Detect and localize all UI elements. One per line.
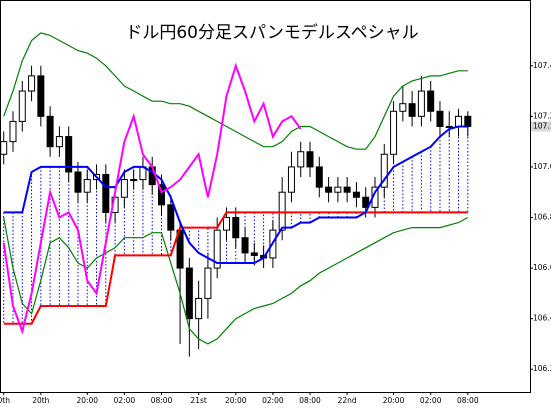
series-line	[3, 125, 468, 264]
candle-body	[130, 179, 138, 182]
candle-body	[213, 229, 221, 269]
candle-body	[65, 136, 73, 173]
candle-body	[204, 267, 212, 299]
candle-body	[46, 115, 54, 148]
y-tick-label: 106.20	[533, 364, 551, 373]
candle-body	[37, 75, 45, 117]
candle-body	[390, 110, 398, 155]
y-tick-label: 106.80	[533, 212, 551, 221]
candle-body	[334, 186, 342, 193]
candle-body	[28, 75, 36, 92]
candle-body	[158, 184, 166, 206]
price-label: 107.16	[533, 121, 551, 130]
series-line	[3, 216, 469, 345]
candle-body	[352, 191, 360, 198]
candle-body	[278, 191, 286, 231]
candle-body	[74, 171, 82, 193]
candle-body	[380, 153, 388, 188]
plot-frame	[0, 0, 531, 393]
y-tick-label: 106.40	[533, 314, 551, 323]
candle-body	[445, 125, 453, 128]
series-line	[2, 62, 302, 335]
series-line	[3, 32, 468, 150]
candle-body	[222, 216, 230, 231]
candle-body	[399, 103, 407, 112]
x-tick-label: 20th	[32, 396, 49, 405]
candle-body	[232, 216, 240, 239]
candle-body	[0, 141, 8, 155]
candle-body	[185, 267, 193, 320]
candle-body	[427, 90, 435, 112]
candle-body	[120, 179, 128, 198]
candle-body	[9, 120, 17, 143]
x-tick-label: 02:00	[420, 396, 442, 405]
candle-body	[417, 90, 425, 117]
chart-title: ドル円60分足スパンモデルスペシャル	[125, 22, 418, 43]
candle-body	[436, 110, 444, 127]
x-tick-label: 02:00	[262, 396, 284, 405]
candle-body	[250, 252, 258, 256]
y-tick-label: 107.00	[533, 162, 551, 171]
candle-body	[297, 151, 305, 168]
y-tick-label: 106.60	[533, 263, 551, 272]
x-tick-label: 22nd	[338, 396, 357, 405]
candle-body	[167, 204, 175, 231]
price-box	[531, 121, 551, 132]
x-tick-label: 08:00	[457, 396, 479, 405]
series-line	[3, 211, 468, 325]
x-tick-label: 08:00	[299, 396, 321, 405]
candle-body	[83, 179, 91, 193]
candle-body	[408, 103, 416, 117]
candle-body	[362, 196, 370, 208]
candle-body	[455, 115, 463, 127]
x-tick-label: 20:00	[383, 396, 405, 405]
candle-body	[343, 186, 351, 193]
candle-body	[18, 90, 26, 122]
y-tick-label: 107.20	[533, 111, 551, 120]
x-tick-label: 0th	[0, 396, 10, 405]
candle-body	[102, 174, 110, 213]
candle-body	[55, 136, 63, 148]
candle-body	[241, 237, 249, 254]
candle-body	[306, 151, 314, 168]
x-tick-label: 02:00	[114, 396, 136, 405]
x-tick-label: 21st	[190, 396, 206, 405]
x-tick-label: 20:00	[76, 396, 98, 405]
candle-body	[464, 115, 472, 127]
y-tick-label: 107.40	[533, 61, 551, 70]
candle-body	[195, 297, 203, 320]
x-tick-label: 08:00	[151, 396, 173, 405]
candle-body	[287, 166, 295, 193]
candle-body	[315, 166, 323, 188]
candle-body	[325, 186, 333, 193]
x-tick-label: 20:00	[225, 396, 247, 405]
